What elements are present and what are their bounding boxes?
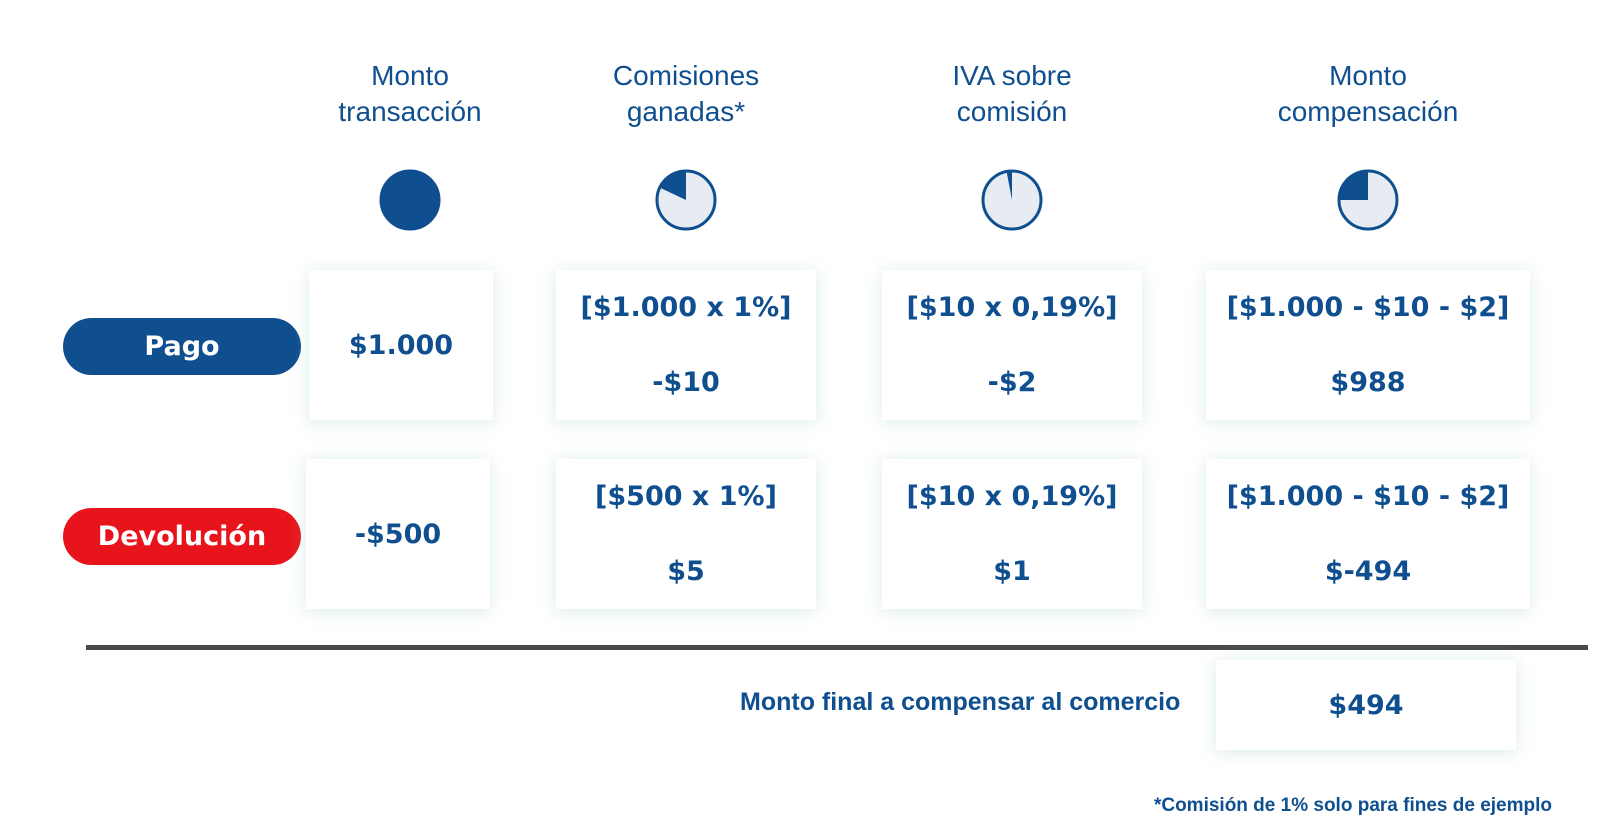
column-header-iva: IVA sobre comisión xyxy=(882,58,1142,130)
header-line: IVA sobre xyxy=(952,60,1072,91)
pie-filled-slice xyxy=(381,171,439,229)
cell-devolucion-compensacion: [$1.000 - $10 - $2] $-494 xyxy=(1206,459,1530,609)
column-header-compensacion: Monto compensación xyxy=(1238,58,1498,130)
header-line: Comisiones xyxy=(612,60,760,91)
pie-empty-slice xyxy=(1339,171,1397,229)
cell-devolucion-monto: -$500 xyxy=(306,459,490,609)
column-header-monto-transaccion: Monto transacción xyxy=(280,58,540,130)
row-label-text: Devolución xyxy=(97,521,267,552)
header-line: comisión xyxy=(956,96,1068,127)
final-total-label: Monto final a compensar al comercio xyxy=(740,688,1181,716)
cell-value: -$500 xyxy=(354,518,442,550)
cell-pago-monto: $1.000 xyxy=(309,270,493,420)
pie-icon-monto xyxy=(379,169,441,231)
cell-formula: [$500 x 1%] xyxy=(595,481,777,512)
column-header-comisiones: Comisiones ganadas* xyxy=(556,58,816,130)
cell-value: $5 xyxy=(667,556,705,587)
total-divider xyxy=(86,645,1588,650)
cell-formula: [$10 x 0,19%] xyxy=(906,292,1118,323)
cell-value: $-494 xyxy=(1324,556,1412,587)
cell-formula: [$1.000 - $10 - $2] xyxy=(1226,481,1510,512)
header-line: compensación xyxy=(1277,96,1459,127)
row-label-text: Pago xyxy=(144,331,220,362)
cell-formula: [$1.000 x 1%] xyxy=(580,292,792,323)
row-label-pago: Pago xyxy=(63,318,301,375)
cell-devolucion-iva: [$10 x 0,19%] $1 xyxy=(882,459,1142,609)
cell-pago-compensacion: [$1.000 - $10 - $2] $988 xyxy=(1206,270,1530,420)
pie-outline xyxy=(1337,169,1399,231)
cell-final-total: $494 xyxy=(1216,660,1516,750)
pie-outline xyxy=(655,169,717,231)
pie-outline xyxy=(379,169,441,231)
final-total-value: $494 xyxy=(1328,689,1404,721)
pie-icon-comisiones xyxy=(655,169,717,231)
header-line: Monto xyxy=(371,60,449,91)
pie-empty-slice xyxy=(657,171,715,229)
cell-value: -$10 xyxy=(652,367,720,398)
header-line: transacción xyxy=(338,96,482,127)
pie-icon-compensacion xyxy=(1337,169,1399,231)
cell-formula: [$1.000 - $10 - $2] xyxy=(1226,292,1510,323)
cell-value: -$2 xyxy=(987,367,1037,398)
cell-pago-comision: [$1.000 x 1%] -$10 xyxy=(556,270,816,420)
header-line: ganadas* xyxy=(626,96,746,127)
pie-outline xyxy=(981,169,1043,231)
cell-formula: [$10 x 0,19%] xyxy=(906,481,1118,512)
pie-empty-slice xyxy=(983,171,1041,229)
header-line: Monto xyxy=(1329,60,1407,91)
cell-value: $1.000 xyxy=(348,329,454,361)
footnote: *Comisión de 1% solo para fines de ejemp… xyxy=(1153,795,1552,816)
row-label-devolucion: Devolución xyxy=(63,508,301,565)
cell-devolucion-comision: [$500 x 1%] $5 xyxy=(556,459,816,609)
cell-value: $1 xyxy=(993,556,1031,587)
cell-value: $988 xyxy=(1330,367,1406,398)
pie-icon-iva xyxy=(981,169,1043,231)
cell-pago-iva: [$10 x 0,19%] -$2 xyxy=(882,270,1142,420)
